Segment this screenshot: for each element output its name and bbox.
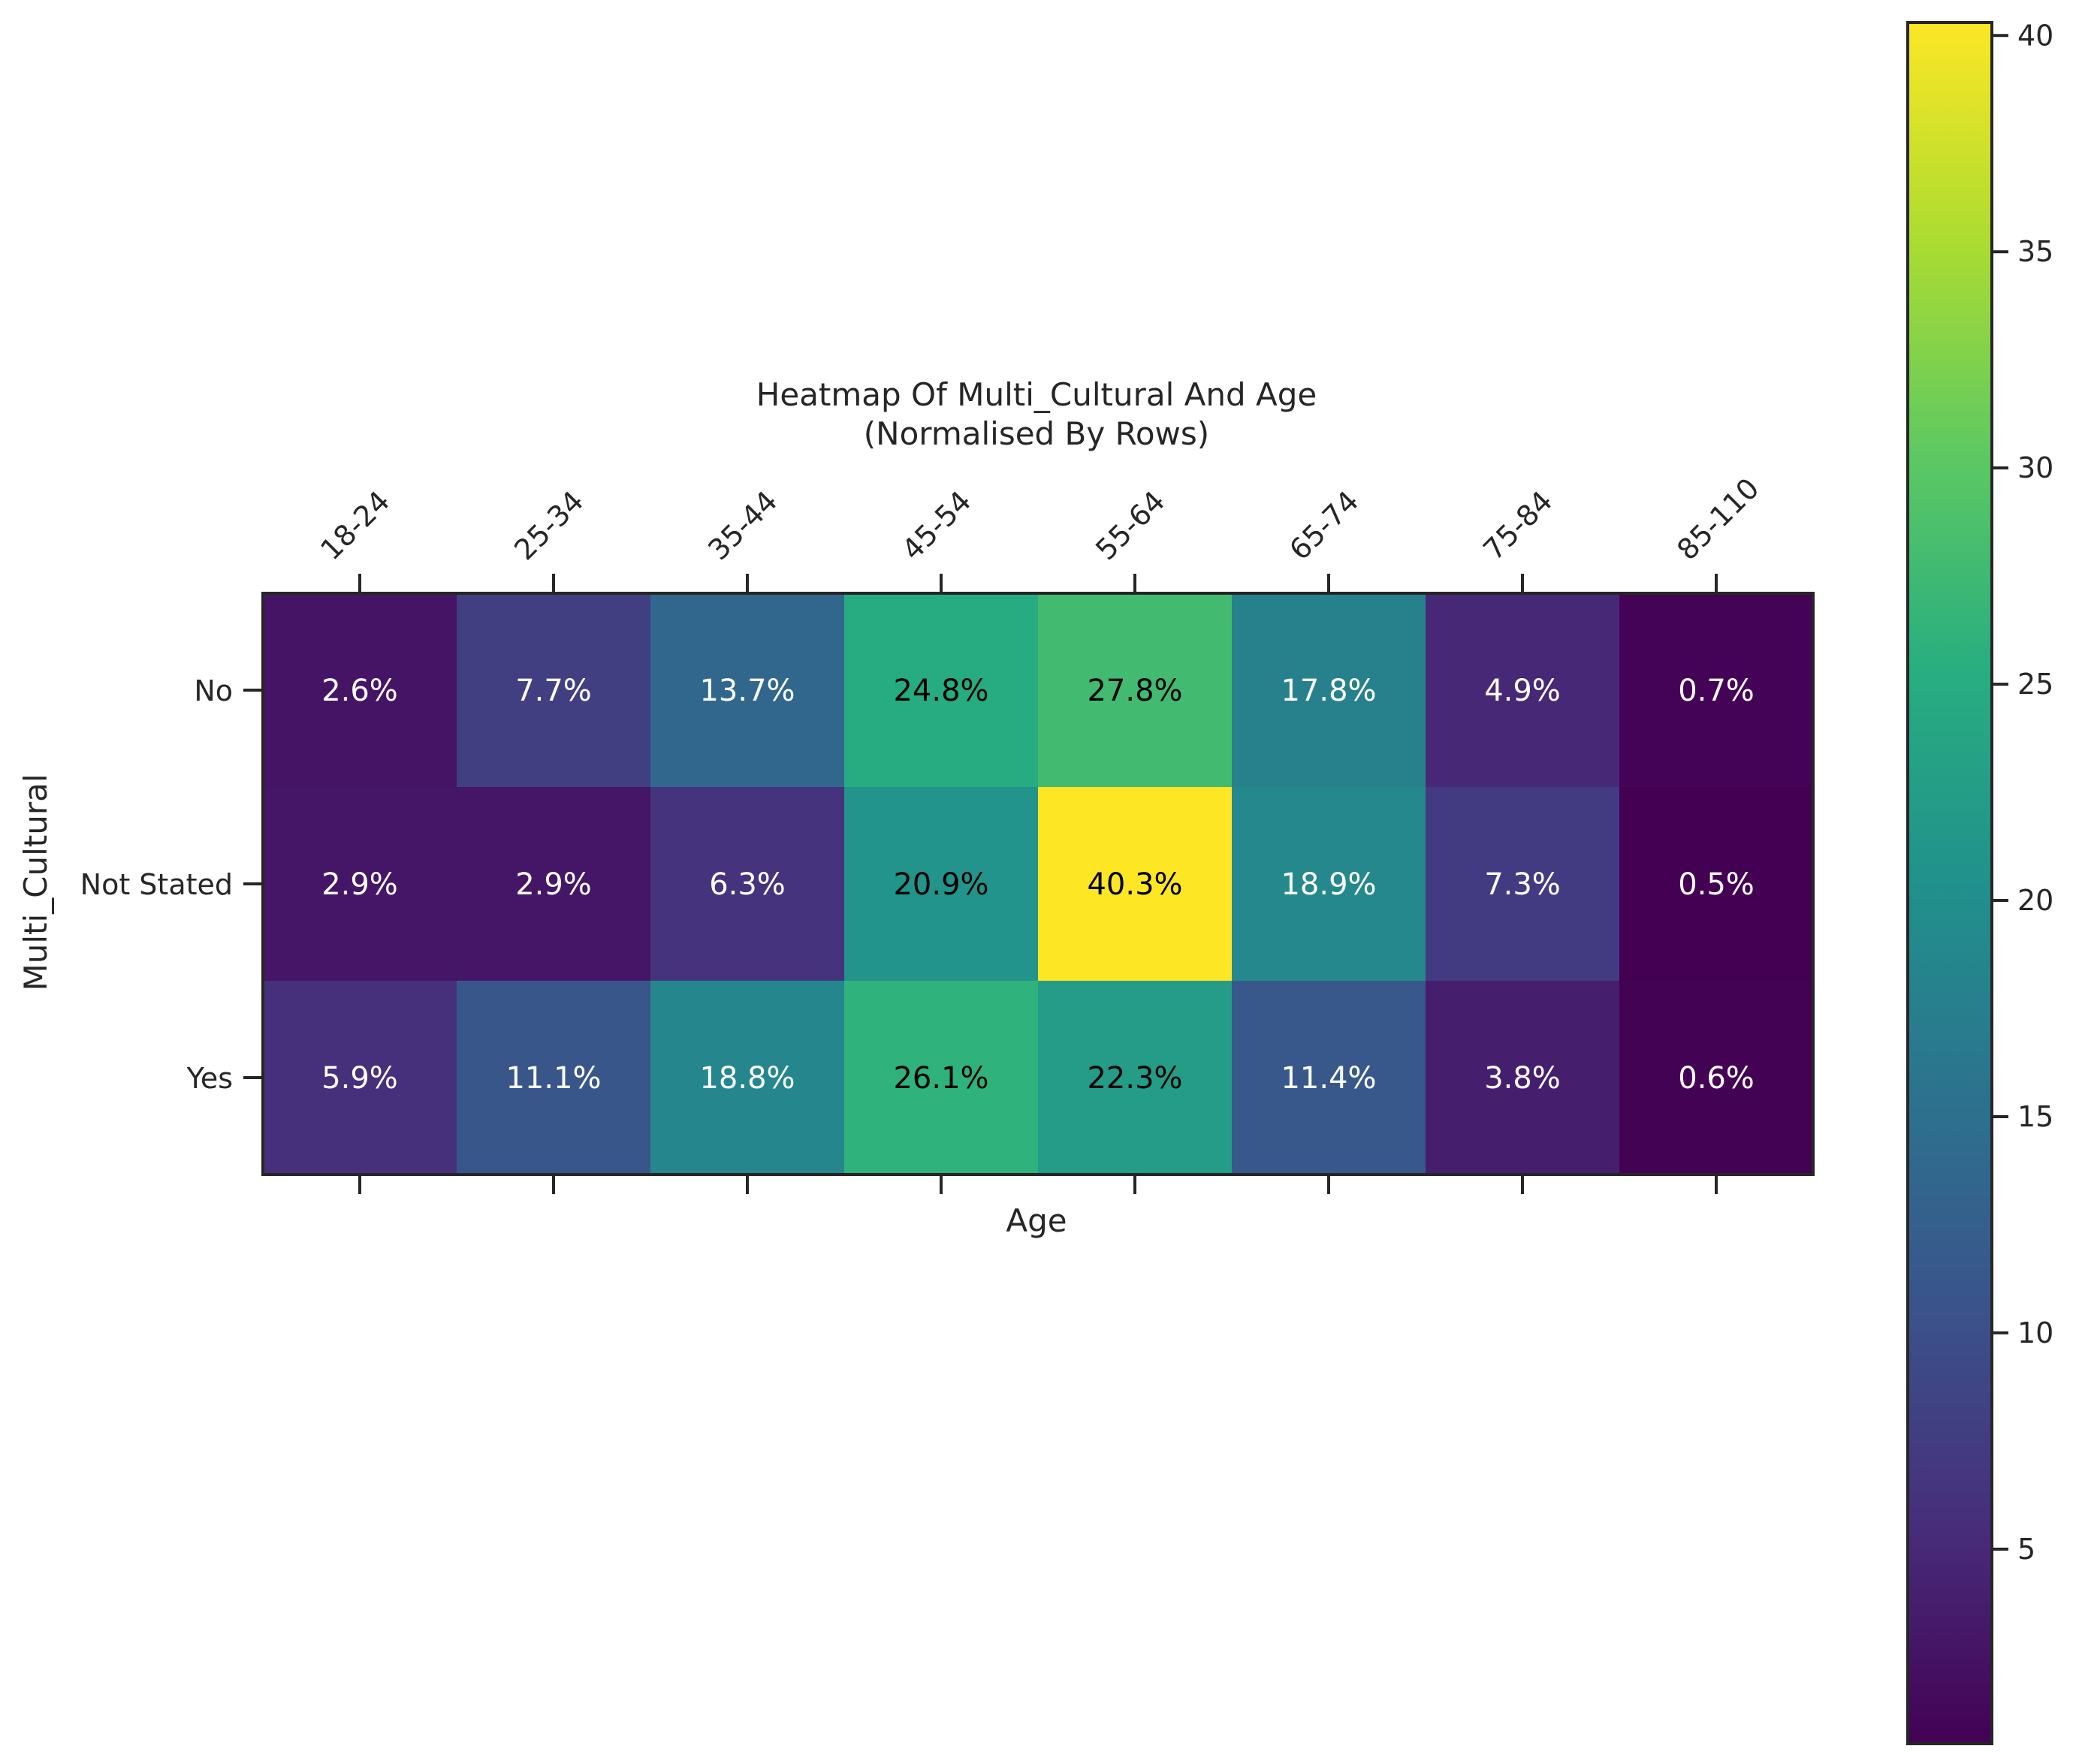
- cell-value-label: 26.1%: [893, 1061, 988, 1096]
- colorbar-tick-label: 15: [2017, 1100, 2053, 1133]
- heatmap-cell: [1619, 593, 1814, 788]
- heatmap-cell: [1426, 593, 1620, 788]
- cell-value-label: 11.4%: [1281, 1061, 1376, 1096]
- heatmap-cell: [263, 981, 457, 1175]
- heatmap-cell: [1232, 593, 1426, 788]
- colorbar-tick-label: 40: [2017, 19, 2053, 52]
- heatmap-cell: [263, 593, 457, 788]
- heatmap-cell: [650, 787, 845, 982]
- chart-title-group: Heatmap Of Multi_Cultural And Age (Norma…: [756, 376, 1317, 452]
- cell-value-label: 13.7%: [699, 674, 795, 708]
- heatmap-cell: [844, 593, 1039, 788]
- heatmap-cell: [844, 981, 1039, 1175]
- heatmap-cell: [1038, 981, 1233, 1175]
- cell-value-label: 17.8%: [1281, 674, 1376, 708]
- x-tick-label: 35-44: [702, 484, 783, 566]
- chart-title: Heatmap Of Multi_Cultural And Age: [756, 376, 1317, 413]
- x-tick-label: 45-54: [895, 484, 977, 566]
- heatmap-cell: [650, 981, 845, 1175]
- colorbar: 5 10 15 20 25 30 35 40: [1906, 19, 2053, 1745]
- heatmap-cell: [844, 787, 1039, 982]
- y-axis-label: Multi_Cultural: [17, 773, 54, 991]
- cell-value-label: 24.8%: [893, 674, 988, 708]
- x-tick-label: 25-34: [508, 484, 590, 566]
- y-tick-label: Not Stated: [80, 868, 233, 901]
- x-axis-label: Age: [1006, 1202, 1067, 1239]
- heatmap-cell: [1038, 787, 1233, 982]
- cell-value-label: 2.9%: [515, 867, 592, 902]
- cell-value-label: 27.8%: [1087, 674, 1182, 708]
- cell-value-label: 0.6%: [1678, 1061, 1755, 1096]
- heatmap-cell: [1232, 981, 1426, 1175]
- x-tick-label: 55-64: [1089, 484, 1171, 566]
- cell-value-label: 0.5%: [1678, 867, 1755, 902]
- heatmap-cell: [457, 593, 651, 788]
- heatmap-cell: [1038, 593, 1233, 788]
- cell-value-label: 0.7%: [1678, 674, 1755, 708]
- cell-value-label: 7.7%: [515, 674, 592, 708]
- chart-subtitle: (Normalised By Rows): [864, 415, 1209, 452]
- cell-value-label: 18.9%: [1281, 867, 1376, 902]
- cell-value-label: 5.9%: [321, 1061, 398, 1096]
- cell-value-label: 18.8%: [699, 1061, 795, 1096]
- x-tick-label: 65-74: [1283, 484, 1365, 566]
- heatmap-cell: [457, 787, 651, 982]
- cell-value-label: 7.3%: [1484, 867, 1561, 902]
- heatmap-cell-labels: 2.6% 7.7% 13.7% 24.8% 27.8% 17.8% 4.9% 0.7% 2.9%…: [321, 674, 1755, 1096]
- heatmap-cells: [263, 593, 1814, 1175]
- heatmap-cell: [1426, 787, 1620, 982]
- y-tick-label: Yes: [186, 1062, 233, 1095]
- colorbar-tick-label: 10: [2017, 1316, 2053, 1349]
- cell-value-label: 6.3%: [709, 867, 786, 902]
- colorbar-gradient: [1908, 23, 1992, 1744]
- cell-value-label: 11.1%: [505, 1061, 601, 1096]
- heatmap-cell: [263, 787, 457, 982]
- cell-value-label: 22.3%: [1087, 1061, 1182, 1096]
- y-axis-ticks: No Not Stated Yes: [80, 674, 263, 1095]
- colorbar-tick-label: 5: [2017, 1533, 2035, 1566]
- heatmap-cell: [650, 593, 845, 788]
- cell-value-label: 4.9%: [1484, 674, 1561, 708]
- colorbar-ticks: 5 10 15 20 25 30 35 40: [1992, 19, 2053, 1566]
- x-tick-label: 85-110: [1670, 472, 1765, 566]
- colorbar-tick-label: 30: [2017, 451, 2053, 484]
- heatmap-cell: [1619, 787, 1814, 982]
- cell-value-label: 2.6%: [321, 674, 398, 708]
- colorbar-tick-label: 20: [2017, 884, 2053, 917]
- y-tick-label: No: [194, 674, 233, 707]
- x-tick-label: 18-24: [314, 484, 396, 566]
- colorbar-frame: [1906, 21, 1993, 1745]
- heatmap-cell: [1232, 787, 1426, 982]
- cell-value-label: 20.9%: [893, 867, 988, 902]
- cell-value-label: 2.9%: [321, 867, 398, 902]
- cell-value-label: 3.8%: [1484, 1061, 1561, 1096]
- heatmap-cell: [1619, 981, 1814, 1175]
- cell-value-label: 40.3%: [1087, 867, 1182, 902]
- heatmap-cell: [457, 981, 651, 1175]
- heatmap-cell: [1426, 981, 1620, 1175]
- colorbar-tick-label: 35: [2017, 235, 2053, 268]
- colorbar-tick-label: 25: [2017, 668, 2053, 701]
- x-tick-label: 75-84: [1477, 484, 1558, 566]
